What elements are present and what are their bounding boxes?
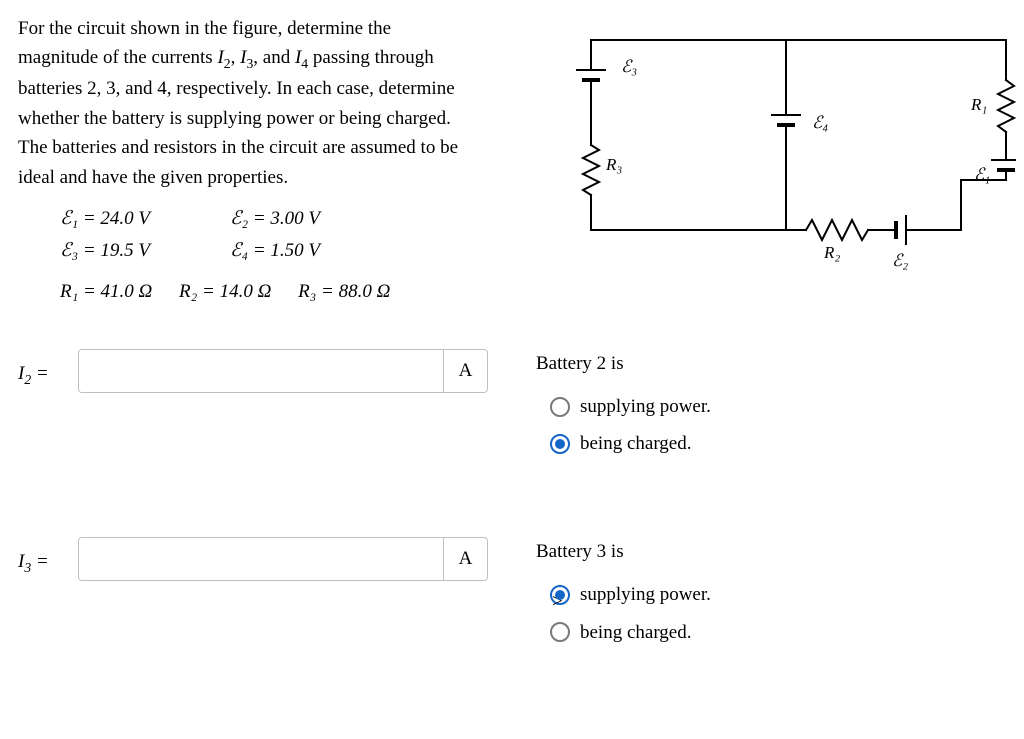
radio-icon: > (550, 585, 570, 605)
sub: 2 (224, 56, 231, 71)
prompt-line: magnitude of the currents I2, I3, and I4… (18, 43, 548, 74)
eq: = (31, 363, 49, 384)
given-e1: ℰ₁ = 24.0 V (60, 204, 230, 233)
radio-title-b2: Battery 2 is (536, 349, 711, 378)
input-i3-group: A (78, 537, 488, 581)
label-r2: R₂ (823, 243, 840, 262)
txt: , (231, 47, 241, 68)
radio-b2-supplying[interactable]: supplying power. (550, 392, 711, 421)
label-i3: I3 = (18, 537, 78, 578)
txt: passing through (308, 47, 434, 68)
label-r3: R₃ (605, 155, 622, 174)
radio-icon (550, 434, 570, 454)
given-r1: R₁ = 41.0 Ω (60, 281, 152, 302)
radio-b2-charged[interactable]: being charged. (550, 429, 711, 458)
prompt-line: The batteries and resistors in the circu… (18, 133, 548, 162)
label-e2: ℰ₂ (892, 251, 908, 270)
txt: magnitude of the currents (18, 47, 217, 68)
answer-row-i3: I3 = A Battery 3 is > supplying power. b… (18, 537, 1006, 655)
circuit-figure: ℰ₃ R₃ R₂ (566, 20, 1016, 279)
label-r1: R₁ (970, 95, 987, 114)
txt: , and (253, 47, 295, 68)
unit-i2: A (443, 350, 487, 392)
radio-label: being charged. (580, 429, 692, 458)
radio-label: supplying power. (580, 392, 711, 421)
given-e4: ℰ₄ = 1.50 V (230, 236, 400, 265)
given-resistors: R₁ = 41.0 Ω R₂ = 14.0 Ω R₃ = 88.0 Ω (60, 277, 548, 306)
radio-icon (550, 622, 570, 642)
radio-icon (550, 397, 570, 417)
eq: = (31, 551, 49, 572)
label-i2: I2 = (18, 349, 78, 390)
radio-label: being charged. (580, 618, 692, 647)
given-e2: ℰ₂ = 3.00 V (230, 204, 400, 233)
answer-row-i2: I2 = A Battery 2 is supplying power. bei… (18, 349, 1006, 467)
label-e4: ℰ₄ (812, 113, 828, 132)
prompt-line: batteries 2, 3, and 4, respectively. In … (18, 74, 548, 103)
input-i2-group: A (78, 349, 488, 393)
input-i2[interactable] (79, 350, 443, 392)
prompt-line: whether the battery is supplying power o… (18, 104, 548, 133)
radio-label: supplying power. (580, 580, 711, 609)
prompt-line: ideal and have the given properties. (18, 163, 548, 192)
label-e1: ℰ₁ (974, 165, 990, 184)
radio-title-b3: Battery 3 is (536, 537, 711, 566)
input-i3[interactable] (79, 538, 443, 580)
given-r3: R₃ = 88.0 Ω (298, 281, 390, 302)
radio-b3-supplying[interactable]: > supplying power. (550, 580, 711, 609)
radio-b3-charged[interactable]: being charged. (550, 618, 711, 647)
given-values: ℰ₁ = 24.0 V ℰ₂ = 3.00 V ℰ₃ = 19.5 V ℰ₄ =… (60, 204, 548, 306)
given-r2: R₂ = 14.0 Ω (179, 281, 271, 302)
given-e3: ℰ₃ = 19.5 V (60, 236, 230, 265)
prompt-line: For the circuit shown in the figure, det… (18, 14, 548, 43)
problem-statement: For the circuit shown in the figure, det… (18, 14, 548, 192)
unit-i3: A (443, 538, 487, 580)
label-e3: ℰ₃ (621, 57, 637, 76)
